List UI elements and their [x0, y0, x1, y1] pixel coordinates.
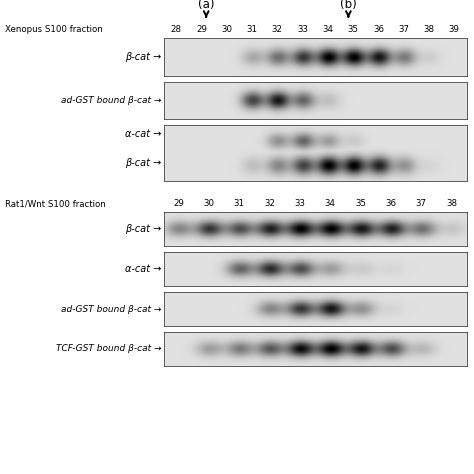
Text: α-cat →: α-cat →: [125, 264, 161, 274]
Text: β-cat →: β-cat →: [125, 157, 161, 168]
Text: 36: 36: [385, 200, 397, 208]
Text: 34: 34: [325, 200, 336, 208]
Text: (b): (b): [340, 0, 357, 17]
Text: 29: 29: [173, 200, 184, 208]
Text: β-cat →: β-cat →: [125, 224, 161, 235]
Text: 32: 32: [264, 200, 275, 208]
Text: 36: 36: [373, 25, 384, 34]
Text: 30: 30: [221, 25, 232, 34]
Text: 30: 30: [203, 200, 215, 208]
Text: ad-GST bound β-cat →: ad-GST bound β-cat →: [61, 305, 161, 313]
Text: 38: 38: [446, 200, 457, 208]
Text: Xenopus S100 fraction: Xenopus S100 fraction: [5, 25, 102, 34]
Text: 32: 32: [272, 25, 283, 34]
Text: 34: 34: [322, 25, 333, 34]
Text: 33: 33: [297, 25, 308, 34]
Text: 37: 37: [398, 25, 409, 34]
Text: 35: 35: [355, 200, 366, 208]
Text: Rat1/Wnt S100 fraction: Rat1/Wnt S100 fraction: [5, 200, 106, 208]
Text: 29: 29: [196, 25, 207, 34]
Text: α-cat →: α-cat →: [125, 129, 161, 139]
Text: 37: 37: [416, 200, 427, 208]
Text: 35: 35: [347, 25, 359, 34]
Text: (a): (a): [198, 0, 214, 17]
Text: 39: 39: [449, 25, 460, 34]
Text: 31: 31: [234, 200, 245, 208]
Text: β-cat →: β-cat →: [125, 52, 161, 62]
Text: 28: 28: [171, 25, 182, 34]
Text: ad-GST bound β-cat →: ad-GST bound β-cat →: [61, 96, 161, 105]
Text: TCF-GST bound β-cat →: TCF-GST bound β-cat →: [55, 345, 161, 353]
Text: 38: 38: [423, 25, 435, 34]
Text: 33: 33: [294, 200, 306, 208]
Text: 31: 31: [246, 25, 257, 34]
